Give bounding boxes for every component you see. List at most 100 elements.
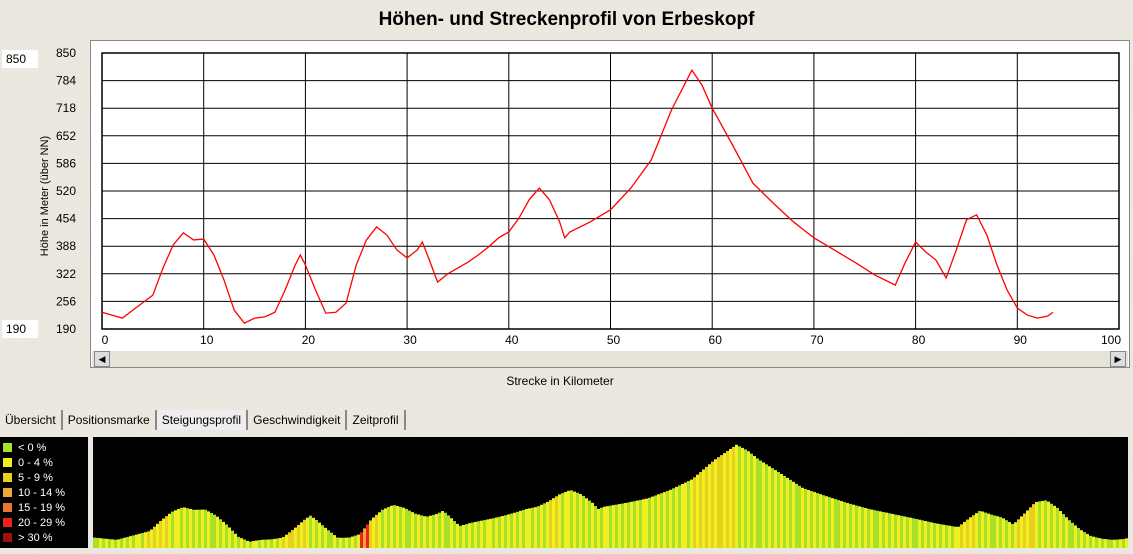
gradient-bar <box>477 521 480 548</box>
gradient-bar <box>738 446 741 548</box>
gradient-bar <box>903 516 906 548</box>
gradient-bar <box>456 523 459 548</box>
gradient-bar <box>576 492 579 548</box>
gradient-bar <box>231 530 234 548</box>
gradient-bar <box>528 508 531 548</box>
gradient-bar <box>852 504 855 548</box>
tab-geschwindigkeit[interactable]: Geschwindigkeit <box>248 410 348 430</box>
tab-steigungsprofil[interactable]: Steigungsprofil <box>156 410 249 430</box>
gradient-bar <box>483 520 486 548</box>
gradient-bar <box>1056 507 1059 548</box>
gradient-bar <box>996 516 999 548</box>
gradient-bar <box>837 500 840 548</box>
gradient-bar <box>705 466 708 548</box>
gradient-bar <box>942 524 945 548</box>
gradient-bar <box>534 507 537 548</box>
gradient-bar <box>1095 537 1098 548</box>
gradient-bar <box>591 502 594 548</box>
gradient-bar <box>1089 535 1092 548</box>
gradient-bar <box>675 486 678 548</box>
x-tick-label: 80 <box>912 333 926 347</box>
gradient-bar <box>1125 538 1128 548</box>
gradient-bar <box>798 485 801 548</box>
gradient-bar <box>210 513 213 548</box>
x-tick-label: 60 <box>709 333 723 347</box>
legend-swatch <box>3 503 12 512</box>
gradient-bar <box>192 509 195 548</box>
scroll-left-arrow-icon[interactable]: ◀ <box>94 351 110 367</box>
gradient-bar <box>135 534 138 548</box>
gradient-bar <box>303 519 306 548</box>
gradient-bar <box>918 519 921 548</box>
gradient-bar <box>897 515 900 548</box>
gradient-bar <box>768 466 771 548</box>
gradient-bar <box>468 523 471 548</box>
gradient-bar <box>603 506 606 548</box>
gradient-bar <box>690 479 693 548</box>
gradient-bar <box>840 501 843 548</box>
gradient-bar <box>873 510 876 548</box>
gradient-bar <box>711 461 714 548</box>
gradient-bar <box>96 537 99 548</box>
y-tick-label: 586 <box>56 156 76 170</box>
gradient-bar <box>951 526 954 548</box>
gradient-legend: < 0 % 0 - 4 % 5 - 9 % 10 - 14 % 15 - 19 % 20 … <box>0 437 88 548</box>
gradient-bar <box>594 506 597 548</box>
gradient-bar <box>1062 514 1065 548</box>
gradient-bar <box>930 522 933 548</box>
gradient-bar <box>219 519 222 548</box>
gradient-bar <box>99 538 102 548</box>
tab-zeitprofil[interactable]: Zeitprofil <box>347 410 406 430</box>
tab-positionsmarke[interactable]: Positionsmarke <box>63 410 157 430</box>
gradient-bar <box>849 503 852 548</box>
gradient-bar <box>939 524 942 548</box>
gradient-bar <box>177 509 180 548</box>
gradient-bar <box>792 481 795 548</box>
gradient-bar <box>255 540 258 548</box>
gradient-bar <box>861 507 864 548</box>
scroll-right-arrow-icon[interactable]: ▶ <box>1110 351 1126 367</box>
gradient-bar <box>639 499 642 548</box>
gradient-bar <box>216 516 219 548</box>
gradient-bar <box>414 513 417 548</box>
gradient-bar <box>717 457 720 548</box>
gradient-bar <box>1074 525 1077 548</box>
gradient-bar <box>681 483 684 548</box>
gradient-bar <box>924 521 927 548</box>
gradient-bar <box>624 503 627 548</box>
gradient-bar <box>498 516 501 548</box>
gradient-bar <box>366 524 369 548</box>
gradient-bar <box>744 449 747 548</box>
gradient-bar <box>765 464 768 548</box>
gradient-bar <box>375 514 378 548</box>
gradient-bar <box>753 456 756 548</box>
gradient-bar <box>387 507 390 548</box>
gradient-bar <box>762 462 765 548</box>
gradient-bar <box>138 533 141 548</box>
gradient-bar <box>906 517 909 548</box>
gradient-bar <box>420 515 423 548</box>
min-elevation-field[interactable]: 190 <box>2 320 38 338</box>
gradient-bar <box>696 474 699 548</box>
gradient-bar <box>435 514 438 548</box>
gradient-bar <box>117 539 120 548</box>
gradient-bar <box>519 510 522 548</box>
gradient-bar <box>714 459 717 548</box>
gradient-bar <box>582 495 585 548</box>
gradient-bar <box>735 444 738 548</box>
gradient-bar <box>606 506 609 548</box>
x-tick-label: 30 <box>403 333 417 347</box>
gradient-bar <box>885 512 888 548</box>
horizontal-scrollbar[interactable]: ◀ ▶ <box>92 351 1128 367</box>
gradient-bar <box>618 504 621 548</box>
gradient-bar <box>699 472 702 548</box>
gradient-bar <box>339 537 342 548</box>
gradient-bar <box>474 521 477 548</box>
gradient-bar <box>408 510 411 548</box>
max-elevation-field[interactable]: 850 <box>2 50 38 68</box>
gradient-bar <box>1050 503 1053 548</box>
tab-uebersicht[interactable]: Übersicht <box>0 410 63 430</box>
gradient-bar <box>1014 522 1017 548</box>
gradient-bar <box>552 498 555 548</box>
x-tick-label: 0 <box>102 333 109 347</box>
